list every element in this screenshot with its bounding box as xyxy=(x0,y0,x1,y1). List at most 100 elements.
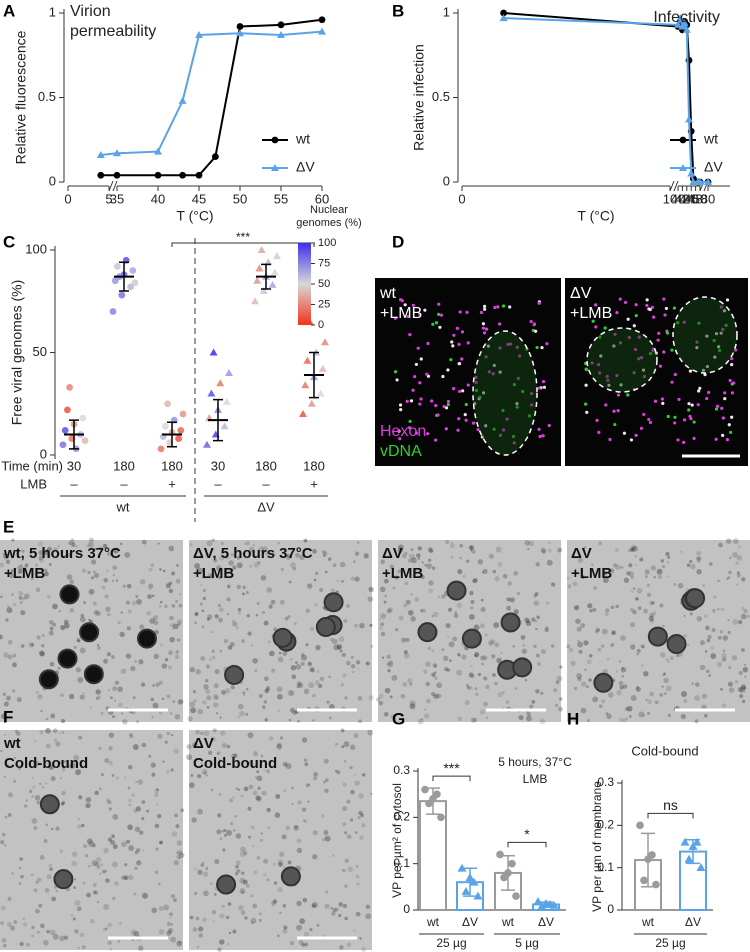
texture xyxy=(359,622,365,629)
marker xyxy=(541,899,551,907)
texture xyxy=(738,619,743,625)
panel-letter: H xyxy=(567,709,579,728)
texture xyxy=(587,719,590,722)
texture xyxy=(69,693,75,700)
texture xyxy=(336,770,341,775)
texture xyxy=(211,655,216,660)
texture xyxy=(302,897,308,903)
lmb-label: + xyxy=(168,476,176,491)
texture xyxy=(512,644,516,648)
texture xyxy=(256,775,263,782)
texture xyxy=(38,903,43,908)
texture xyxy=(241,639,245,643)
texture xyxy=(667,561,670,564)
texture xyxy=(75,667,81,673)
texture xyxy=(736,555,743,561)
chart-title: Virion permeability xyxy=(70,3,157,40)
texture xyxy=(175,824,180,829)
texture xyxy=(245,712,249,716)
texture xyxy=(105,878,110,883)
texture xyxy=(262,705,266,709)
marker xyxy=(225,369,233,376)
texture xyxy=(341,652,346,657)
particle xyxy=(629,438,634,442)
texture xyxy=(664,692,667,695)
marker xyxy=(549,900,559,909)
particle xyxy=(603,326,607,330)
particle xyxy=(687,408,691,412)
texture xyxy=(60,549,64,554)
texture xyxy=(175,578,181,584)
marker xyxy=(652,880,660,889)
texture xyxy=(93,547,97,551)
texture xyxy=(694,719,699,724)
marker xyxy=(118,291,126,299)
texture xyxy=(401,637,407,643)
note: 5 hours, 37°C xyxy=(498,755,572,769)
texture xyxy=(75,545,78,548)
texture xyxy=(200,761,203,764)
texture xyxy=(598,704,603,709)
texture xyxy=(44,782,48,785)
texture xyxy=(176,854,181,859)
texture xyxy=(620,566,624,569)
texture xyxy=(666,575,669,578)
texture xyxy=(620,635,626,641)
particle xyxy=(697,389,701,393)
texture xyxy=(550,582,556,587)
marker xyxy=(429,794,437,803)
particle xyxy=(541,379,546,384)
texture xyxy=(392,586,396,590)
texture xyxy=(445,539,450,545)
texture xyxy=(12,602,17,607)
texture xyxy=(18,882,22,886)
texture xyxy=(176,840,183,846)
virion xyxy=(647,626,668,647)
texture xyxy=(387,661,394,668)
texture xyxy=(39,729,44,735)
texture xyxy=(548,541,551,544)
x-tick-label: 40 xyxy=(671,191,685,206)
texture xyxy=(31,817,38,824)
em-image xyxy=(189,730,372,950)
texture xyxy=(217,813,222,818)
particle xyxy=(457,417,461,421)
texture xyxy=(141,800,146,804)
texture xyxy=(728,665,732,670)
marker xyxy=(316,389,325,397)
particle xyxy=(707,390,711,395)
texture xyxy=(346,799,351,804)
texture xyxy=(112,565,117,570)
texture xyxy=(60,802,65,806)
texture xyxy=(470,674,475,679)
texture xyxy=(190,774,194,777)
texture xyxy=(417,718,424,725)
texture xyxy=(613,563,618,568)
particle xyxy=(673,415,677,419)
texture xyxy=(301,807,307,812)
texture xyxy=(258,546,265,552)
texture xyxy=(170,768,174,772)
texture xyxy=(168,581,173,585)
particle xyxy=(446,399,450,404)
texture xyxy=(149,618,156,624)
texture xyxy=(48,562,52,566)
x-tick-label: 60 xyxy=(315,191,329,206)
texture xyxy=(282,904,287,908)
texture xyxy=(168,928,173,933)
texture xyxy=(194,563,201,569)
sd-bar xyxy=(167,421,177,448)
image-label: ΔV xyxy=(570,285,592,302)
virion xyxy=(57,648,78,669)
nucleus-outline xyxy=(672,296,738,374)
texture xyxy=(546,559,553,566)
texture xyxy=(446,635,450,638)
texture xyxy=(257,786,261,790)
particle xyxy=(623,300,628,305)
texture xyxy=(166,732,170,736)
texture xyxy=(112,573,115,577)
texture xyxy=(410,548,414,552)
texture xyxy=(524,617,530,623)
texture xyxy=(545,626,549,629)
texture xyxy=(108,732,115,738)
